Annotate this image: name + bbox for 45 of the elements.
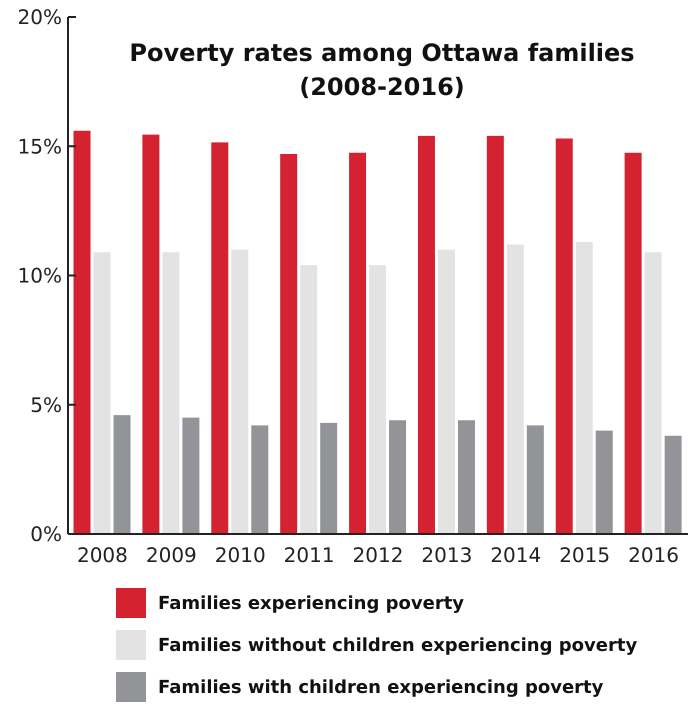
x-tick-label: 2015	[559, 543, 610, 568]
text: Poverty rates among Ottawa families (2008-2016)	[128, 38, 636, 103]
bar	[142, 134, 160, 534]
bar	[300, 265, 318, 534]
bar	[596, 430, 613, 534]
bar	[486, 136, 504, 534]
bar	[418, 136, 435, 534]
bar	[389, 420, 406, 534]
x-tick-label: 2009	[146, 543, 197, 568]
bar	[162, 252, 180, 534]
x-tick-label: 2016	[628, 543, 680, 568]
y-tick-label: 20%	[18, 5, 62, 30]
bar	[114, 415, 131, 534]
y-tick-label: 5%	[30, 392, 62, 417]
bar	[458, 420, 475, 534]
x-tick-label: 2010	[214, 543, 266, 568]
x-tick-label: 2011	[284, 543, 335, 568]
x-tick-label: 2008	[76, 543, 128, 568]
bar	[624, 152, 642, 534]
bar	[349, 152, 366, 534]
bar	[74, 130, 91, 534]
legend-label: Families experiencing poverty	[158, 592, 464, 614]
bar	[211, 142, 228, 534]
y-tick-label: 10%	[18, 264, 62, 288]
bar	[94, 252, 111, 534]
legend-label: Families with children experiencing poverty	[158, 676, 604, 698]
bar	[576, 242, 593, 534]
bar	[320, 422, 338, 534]
bar	[664, 436, 682, 534]
bar	[251, 425, 268, 534]
legend-label: Families without children experiencing poverty	[158, 634, 638, 656]
bar	[231, 250, 248, 534]
bar	[369, 265, 386, 534]
x-tick-label: 2013	[421, 543, 472, 568]
bar	[644, 252, 662, 534]
bar	[526, 425, 544, 534]
bar	[438, 250, 455, 534]
x-tick-label: 2014	[490, 543, 542, 568]
y-tick-label: 0%	[30, 522, 62, 546]
bar	[506, 244, 524, 534]
bar	[556, 138, 573, 534]
y-tick-label: 15%	[18, 134, 62, 158]
x-tick-label: 2012	[352, 543, 404, 568]
bar	[280, 154, 298, 534]
bar	[182, 418, 200, 534]
